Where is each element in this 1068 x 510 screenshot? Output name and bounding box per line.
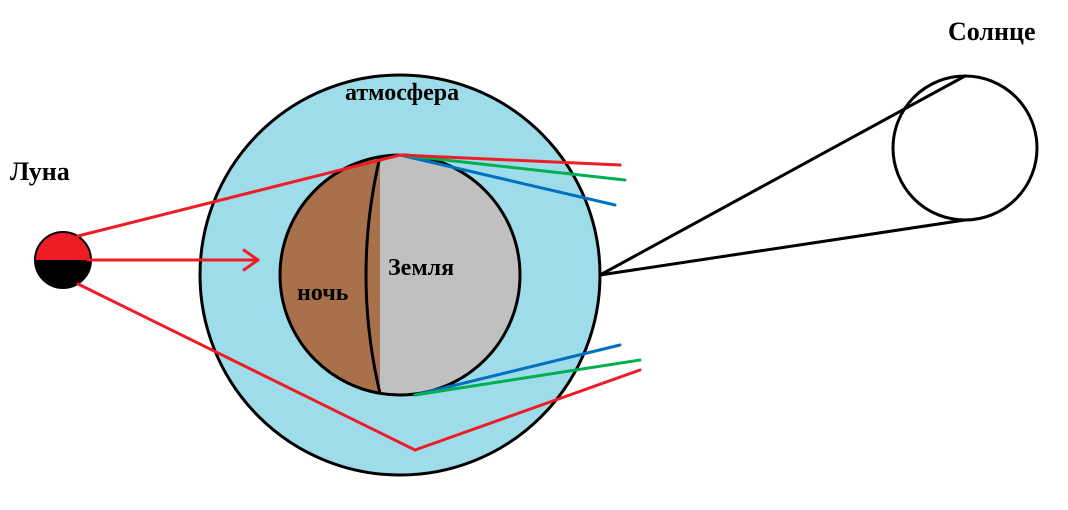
label-moon: Луна <box>10 157 70 186</box>
label-atmosphere: атмосфера <box>345 80 459 106</box>
label-earth: Земля <box>388 255 454 281</box>
ray-black-1 <box>600 220 965 275</box>
sun-circle <box>893 76 1037 220</box>
label-night: ночь <box>297 280 349 306</box>
label-sun: Солнце <box>948 17 1036 46</box>
